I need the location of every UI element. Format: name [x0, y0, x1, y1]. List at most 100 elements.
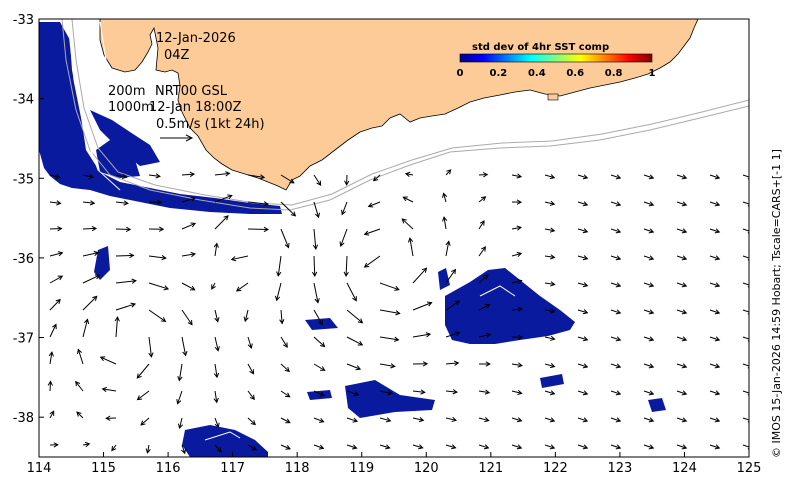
- colorbar-tick-label: 0: [457, 68, 464, 79]
- current-arrow-head: [454, 300, 461, 306]
- current-arrow: [115, 174, 127, 178]
- current-arrow: [445, 300, 460, 311]
- current-arrow-head: [285, 444, 291, 450]
- current-arrow-head: [426, 301, 433, 307]
- current-arrow: [478, 220, 485, 230]
- y-tick-label: -35: [13, 172, 34, 187]
- current-arrow-head: [549, 227, 556, 233]
- current-arrow-head: [99, 356, 106, 362]
- current-arrow-head: [84, 441, 91, 448]
- current-arrow-head: [714, 390, 721, 396]
- current-arrow: [742, 417, 749, 421]
- current-arrow-head: [517, 334, 524, 340]
- current-arrow-head: [214, 346, 220, 352]
- current-arrow: [340, 228, 348, 247]
- current-arrow-head: [395, 310, 401, 316]
- current-arrow: [676, 363, 687, 368]
- current-arrow: [643, 201, 654, 206]
- current-arrow: [214, 336, 219, 351]
- current-arrow: [643, 309, 654, 314]
- current-arrow-head: [284, 242, 290, 249]
- current-arrow: [178, 363, 183, 381]
- current-arrow-head: [615, 228, 622, 234]
- current-arrow-head: [53, 442, 59, 448]
- current-arrow-head: [714, 336, 721, 342]
- current-arrow-head: [516, 225, 522, 231]
- current-arrow-head: [55, 173, 61, 180]
- current-arrow-head: [263, 201, 269, 207]
- current-arrow: [676, 309, 687, 314]
- current-arrow: [610, 201, 621, 206]
- current-arrow-head: [714, 417, 721, 423]
- current-arrow-head: [582, 228, 589, 234]
- current-arrow: [379, 336, 399, 341]
- current-arrow: [412, 302, 432, 311]
- current-arrow-head: [485, 303, 491, 309]
- current-arrow-head: [148, 352, 154, 358]
- current-arrow: [313, 336, 325, 347]
- current-arrow-head: [274, 295, 281, 302]
- current-arrow: [82, 319, 88, 338]
- current-arrow-head: [158, 226, 165, 232]
- current-arrow-head: [372, 176, 379, 182]
- current-arrow: [214, 215, 229, 230]
- current-arrow-head: [88, 173, 95, 180]
- current-arrow-head: [285, 392, 291, 398]
- current-arrow: [82, 443, 90, 446]
- current-arrow-head: [190, 251, 197, 258]
- current-arrow: [346, 390, 359, 396]
- current-arrow-head: [385, 417, 392, 423]
- current-arrow-head: [357, 340, 364, 346]
- current-arrow: [82, 295, 98, 311]
- current-arrow-head: [131, 278, 137, 284]
- current-arrow-head: [483, 444, 490, 450]
- depth-label-1000: 1000m: [108, 100, 154, 115]
- current-arrow: [610, 282, 621, 287]
- current-arrow-head: [681, 336, 688, 342]
- current-arrow: [412, 444, 423, 449]
- colorbar-tick-label: 0.2: [490, 68, 508, 79]
- current-arrow-head: [516, 173, 523, 179]
- current-arrow-head: [549, 417, 556, 423]
- bathymetry-contours: [61, 19, 749, 211]
- current-arrow: [313, 417, 324, 423]
- current-arrow: [280, 336, 288, 348]
- current-arrow-head: [714, 282, 721, 288]
- x-tick-label: 116: [156, 461, 181, 476]
- current-arrow-head: [105, 415, 111, 421]
- current-arrow: [49, 324, 57, 338]
- current-arrow-head: [451, 268, 457, 275]
- current-arrow-head: [216, 447, 222, 453]
- current-arrow-head: [714, 201, 721, 207]
- colorbar-ticks: 0 0.2 0.4 0.6 0.8 1: [457, 68, 656, 79]
- x-tick-label: 121: [478, 461, 503, 476]
- current-arrow: [247, 390, 255, 400]
- current-arrow-head: [550, 308, 556, 314]
- current-arrow: [610, 309, 621, 314]
- current-arrow-head: [341, 209, 346, 216]
- current-arrow-head: [714, 309, 721, 315]
- current-arrow-head: [129, 252, 135, 259]
- current-arrow: [115, 201, 128, 204]
- current-arrow: [544, 390, 555, 395]
- x-axis: 114 115 116 117 118 119 120 121 122 123 124 125: [27, 452, 761, 476]
- current-arrow: [610, 444, 621, 449]
- current-arrow: [49, 275, 63, 284]
- current-arrow: [214, 363, 218, 378]
- current-arrow-head: [250, 420, 256, 426]
- current-arrow-head: [289, 178, 295, 184]
- current-arrow: [742, 201, 749, 205]
- current-arrow: [247, 228, 269, 231]
- current-arrow: [181, 309, 193, 325]
- current-arrow-head: [615, 390, 622, 396]
- current-arrow: [610, 255, 621, 260]
- current-arrow-head: [316, 180, 322, 186]
- current-arrow: [409, 238, 414, 257]
- current-arrow-head: [314, 298, 320, 304]
- current-arrow-head: [76, 348, 82, 355]
- current-arrow: [100, 356, 117, 365]
- current-arrow: [643, 174, 654, 179]
- x-tick-label: 117: [220, 461, 245, 476]
- current-arrow-head: [516, 417, 523, 423]
- current-arrow: [82, 227, 97, 230]
